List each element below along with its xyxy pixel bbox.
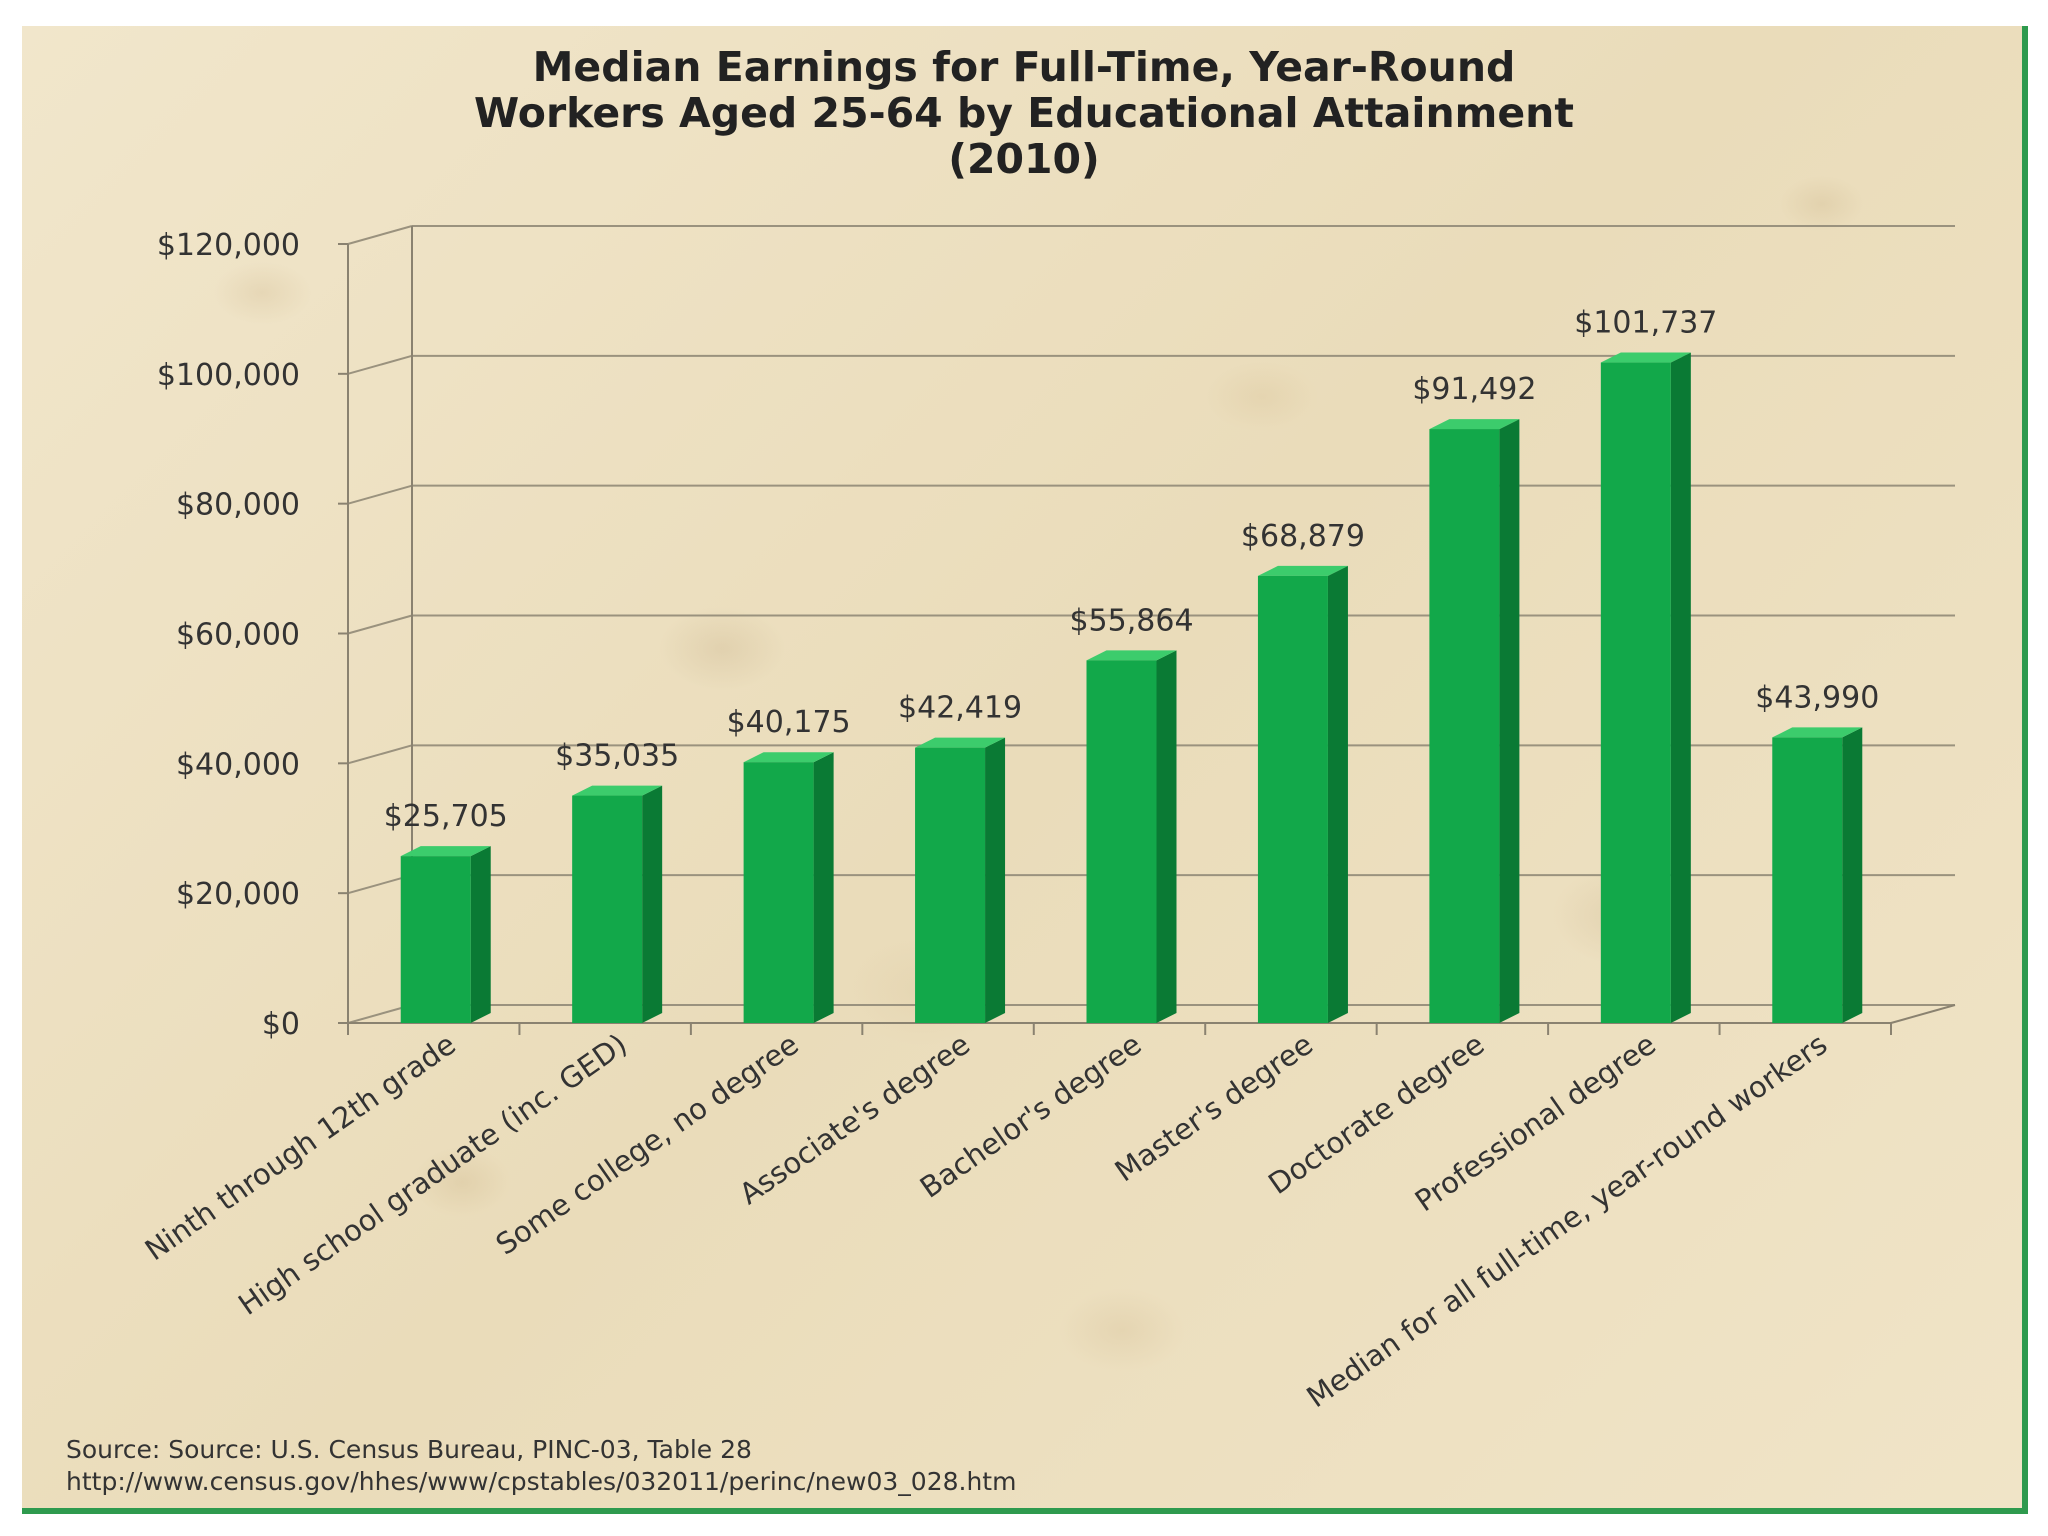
chart-title-line-2: Workers Aged 25-64 by Educational Attain… bbox=[474, 89, 1574, 137]
y-tick-label: $80,000 bbox=[176, 488, 300, 523]
data-label: $42,419 bbox=[898, 691, 1022, 726]
bar-top bbox=[1600, 352, 1691, 363]
bar-side bbox=[1670, 352, 1691, 1023]
bar bbox=[1257, 575, 1328, 1023]
bar bbox=[400, 856, 471, 1023]
bar bbox=[1429, 429, 1500, 1023]
gridline-connector bbox=[347, 744, 413, 765]
data-labels: $25,705 $35,035 $40,175 $42,419 $55,864 $68,8… bbox=[384, 306, 1880, 835]
data-label: $35,035 bbox=[555, 739, 679, 774]
bar bbox=[1600, 362, 1671, 1023]
bar-top bbox=[400, 846, 491, 857]
x-tick-label: Some college, no degree bbox=[490, 1027, 805, 1262]
gridlines bbox=[347, 225, 1955, 1024]
source-note: Source: Source: U.S. Census Bureau, PINC… bbox=[66, 1434, 1016, 1498]
data-label: $91,492 bbox=[1412, 372, 1536, 407]
bar-side bbox=[642, 785, 663, 1023]
gridline-connector bbox=[347, 614, 413, 635]
floor-right-edge bbox=[1890, 1004, 1956, 1024]
bars bbox=[400, 352, 1863, 1023]
bar-side bbox=[1499, 419, 1520, 1023]
bar bbox=[1772, 737, 1843, 1023]
bar-top bbox=[1086, 650, 1177, 661]
chart-title-line-3: (2010) bbox=[948, 135, 1100, 183]
bar-top bbox=[1257, 565, 1348, 576]
chart-title-line-1: Median Earnings for Full-Time, Year-Roun… bbox=[532, 43, 1516, 91]
gridline-connector bbox=[347, 225, 413, 245]
source-line-2: http://www.census.gov/hhes/www/cpstables… bbox=[66, 1467, 1017, 1496]
y-tick-label: $20,000 bbox=[176, 877, 300, 912]
data-label: $25,705 bbox=[384, 799, 508, 834]
bar-side bbox=[470, 846, 491, 1023]
data-label: $68,879 bbox=[1241, 519, 1365, 554]
data-label: $43,990 bbox=[1755, 680, 1879, 715]
bar-side bbox=[813, 752, 834, 1023]
y-tick-label: $40,000 bbox=[176, 747, 300, 782]
data-label: $40,175 bbox=[727, 705, 851, 740]
bar-top bbox=[743, 752, 834, 763]
bar-top bbox=[572, 785, 663, 796]
bar-top bbox=[1772, 727, 1863, 738]
bar-side bbox=[1327, 565, 1348, 1023]
bar-side bbox=[985, 737, 1006, 1023]
bar-side bbox=[1842, 727, 1863, 1023]
bar-top bbox=[1429, 419, 1520, 430]
gridline-connector bbox=[347, 354, 413, 375]
bar bbox=[915, 747, 986, 1023]
bar bbox=[572, 795, 643, 1023]
source-line-1: Source: Source: U.S. Census Bureau, PINC… bbox=[66, 1435, 752, 1464]
bar-top bbox=[915, 737, 1006, 748]
chart-title: Median Earnings for Full-Time, Year-Roun… bbox=[0, 44, 2048, 182]
data-label: $101,737 bbox=[1574, 306, 1717, 341]
y-tick-label: $100,000 bbox=[157, 358, 300, 393]
y-tick-label: $60,000 bbox=[176, 618, 300, 653]
bar-side bbox=[1156, 650, 1177, 1023]
x-tick-label: Ninth through 12th grade bbox=[139, 1027, 462, 1267]
y-tick-label: $0 bbox=[262, 1007, 300, 1042]
bar bbox=[743, 762, 814, 1023]
y-axis-tick-labels: $0 $20,000 $40,000 $60,000 $80,000 $100,000 $1… bbox=[157, 228, 300, 1042]
data-label: $55,864 bbox=[1069, 603, 1193, 638]
gridline-connector bbox=[347, 484, 413, 505]
y-tick-label: $120,000 bbox=[157, 228, 300, 263]
bar bbox=[1086, 660, 1157, 1023]
